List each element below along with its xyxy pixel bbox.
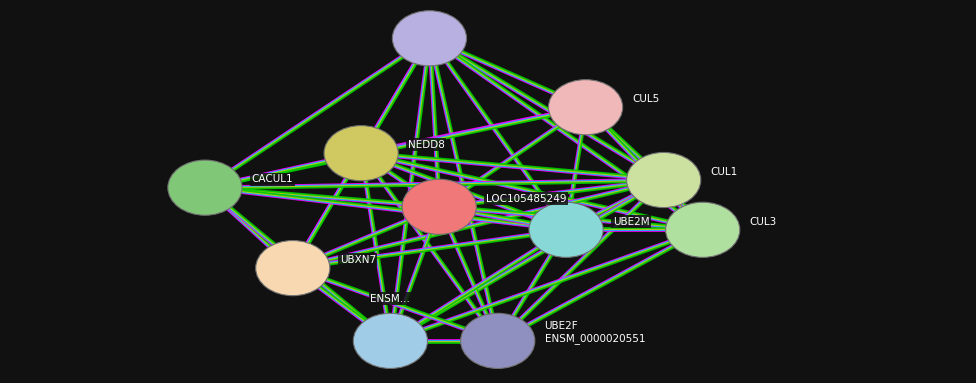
Text: ENSMNEP00000033863: ENSMNEP00000033863 [368,0,491,1]
Ellipse shape [324,126,398,181]
Text: UBE2F
ENSM_0000020551: UBE2F ENSM_0000020551 [545,321,645,344]
Text: UBXN7: UBXN7 [340,255,376,265]
Ellipse shape [461,313,535,368]
Ellipse shape [402,179,476,234]
Text: ENSM...: ENSM... [371,294,410,304]
Ellipse shape [666,202,740,257]
Ellipse shape [168,160,242,215]
Text: LOC105485249: LOC105485249 [486,193,566,203]
Text: CUL1: CUL1 [711,167,738,177]
Ellipse shape [392,11,467,66]
Text: CUL5: CUL5 [632,94,660,104]
Ellipse shape [627,152,701,208]
Ellipse shape [256,241,330,296]
Ellipse shape [353,313,427,368]
Text: CUL3: CUL3 [750,216,777,226]
Text: UBE2M: UBE2M [613,216,650,226]
Text: NEDD8: NEDD8 [408,140,445,150]
Text: CACUL1: CACUL1 [252,174,294,184]
Ellipse shape [529,202,603,257]
Ellipse shape [549,80,623,135]
